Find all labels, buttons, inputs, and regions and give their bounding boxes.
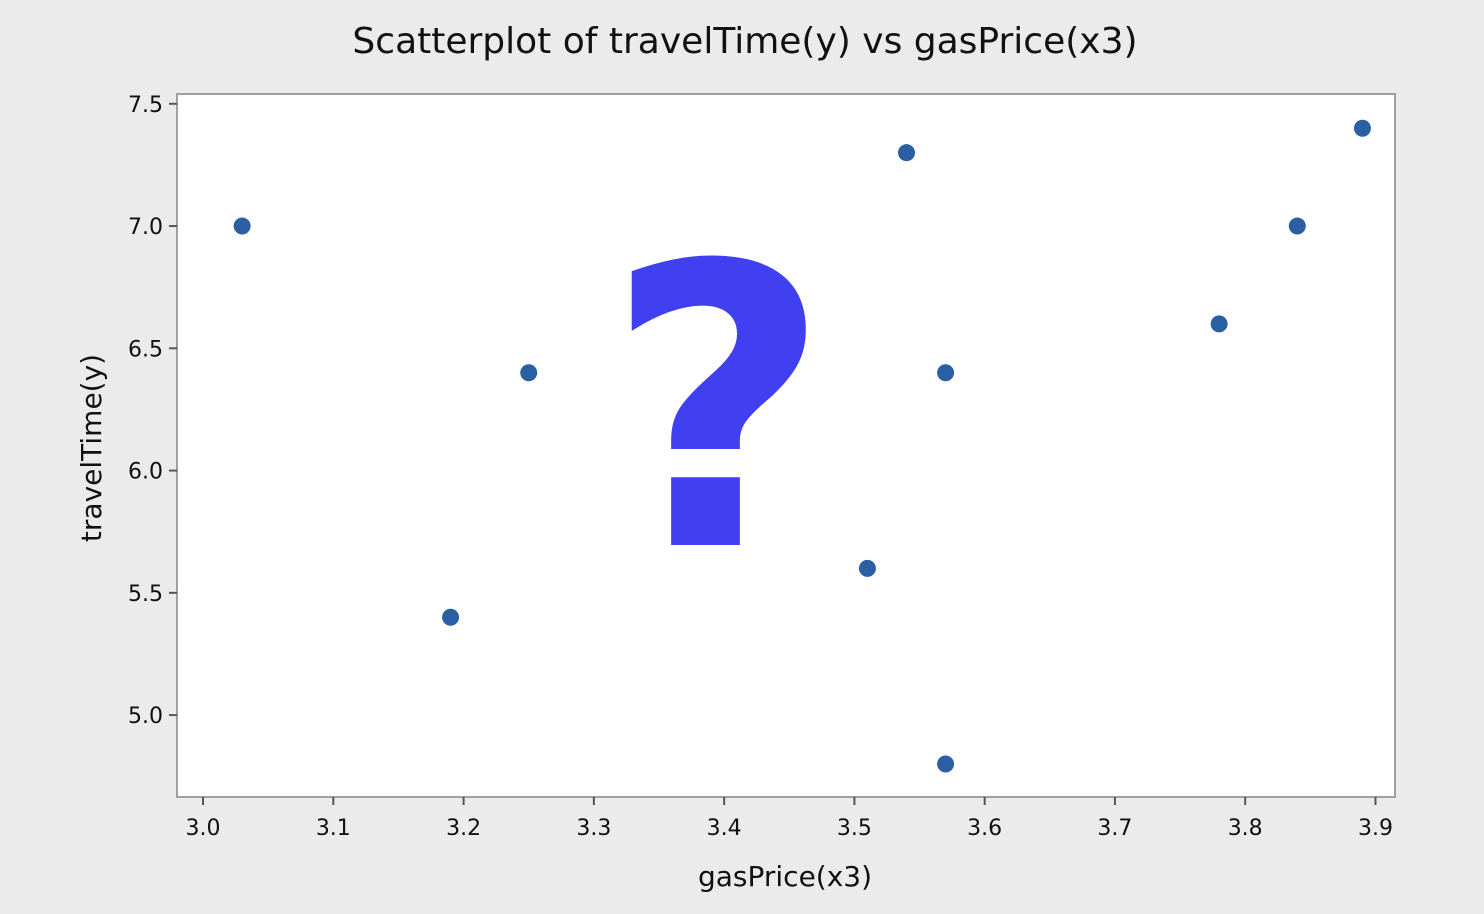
y-tick-label: 7.5 — [128, 93, 163, 118]
data-point — [1353, 119, 1371, 137]
data-point — [858, 559, 876, 577]
x-tick-label: 3.5 — [837, 816, 872, 841]
chart-title: Scatterplot of travelTime(y) vs gasPrice… — [352, 21, 1137, 62]
y-tick-label: 6.5 — [128, 337, 163, 362]
y-tick-label: 6.0 — [128, 460, 163, 485]
x-tick-label: 3.0 — [186, 816, 221, 841]
data-point — [233, 217, 251, 235]
x-tick-label: 3.4 — [707, 816, 742, 841]
data-point — [937, 364, 955, 382]
x-axis-label: gasPrice(x3) — [698, 860, 872, 893]
y-tick-label: 7.0 — [128, 215, 163, 240]
x-tick-label: 3.7 — [1097, 816, 1132, 841]
x-tick-label: 3.1 — [316, 816, 351, 841]
x-tick-label: 3.8 — [1228, 816, 1263, 841]
data-point — [897, 144, 915, 162]
data-points — [233, 119, 1371, 773]
data-point — [442, 608, 460, 626]
data-point — [1210, 315, 1228, 333]
y-tick-label: 5.0 — [128, 704, 163, 729]
data-point — [1288, 217, 1306, 235]
data-point — [520, 364, 538, 382]
x-tick-label: 3.2 — [446, 816, 481, 841]
x-tick-label: 3.9 — [1358, 816, 1393, 841]
question-mark-icon: ? — [605, 183, 831, 637]
x-tick-label: 3.3 — [576, 816, 611, 841]
x-tick-label: 3.6 — [967, 816, 1002, 841]
data-point — [937, 755, 955, 773]
y-axis-label: travelTime(y) — [75, 354, 108, 542]
y-axis-ticks: 5.0 5.5 6.0 6.5 7.0 7.5 — [128, 93, 177, 729]
y-tick-label: 5.5 — [128, 582, 163, 607]
plot-area — [176, 93, 1396, 798]
x-axis-ticks: 3.0 3.1 3.2 3.3 3.4 3.5 3.6 3.7 3.8 3.9 — [186, 797, 1393, 841]
